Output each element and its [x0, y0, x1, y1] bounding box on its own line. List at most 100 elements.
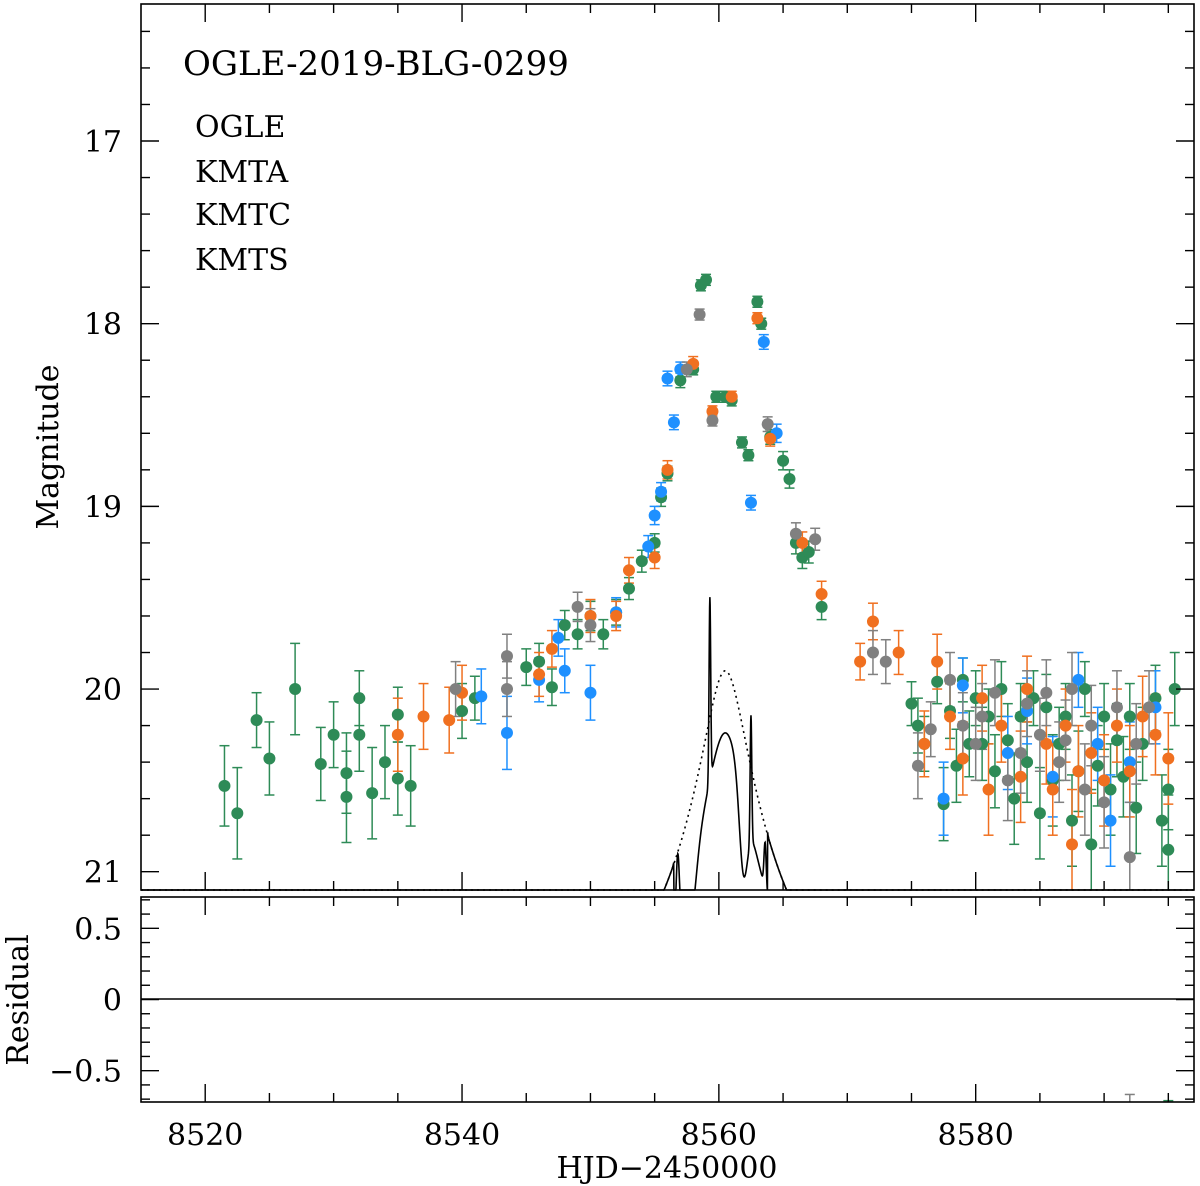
- kmts-point: [976, 710, 989, 723]
- legend-ogle: OGLE: [195, 110, 285, 145]
- kmtc-point: [545, 642, 558, 655]
- kmtc-point: [796, 536, 809, 549]
- kmtc-point: [944, 710, 957, 723]
- light-curve-points: [218, 273, 1181, 864]
- kmtc-point: [1066, 838, 1079, 851]
- kmts-point: [911, 759, 924, 772]
- ogle-point: [597, 628, 610, 641]
- kmtc-point: [982, 783, 995, 796]
- kmts-point: [1078, 783, 1091, 796]
- ogle-point: [231, 807, 244, 820]
- ogle-point: [1059, 710, 1072, 723]
- kmta-point: [661, 372, 674, 385]
- kmta-point: [1001, 746, 1014, 759]
- ogle-point: [931, 675, 944, 688]
- kmts-point: [693, 308, 706, 321]
- ogle-point: [218, 779, 231, 792]
- ogle-point: [353, 692, 366, 705]
- ogle-point: [1033, 807, 1046, 820]
- x-tick-label: 8520: [167, 1118, 243, 1153]
- ogle-point: [1021, 756, 1034, 769]
- ogle-point: [327, 728, 340, 741]
- kmts-point: [571, 600, 584, 613]
- kmta-point: [937, 792, 950, 805]
- kmta-point: [584, 686, 597, 699]
- kmts-point: [1085, 719, 1098, 732]
- light-curve-y-tick-labels: 17 18 19 20 21: [84, 125, 122, 891]
- kmta-point: [1072, 673, 1085, 686]
- ogle-point: [1008, 792, 1021, 805]
- kmtc-point: [1162, 752, 1175, 765]
- kmtc-point: [533, 668, 546, 681]
- kmtc-point: [1059, 719, 1072, 732]
- kmtc-point: [1085, 746, 1098, 759]
- ogle-point: [340, 790, 353, 803]
- x-tick-label: 8560: [681, 1118, 757, 1153]
- legend-kmtc: KMTC: [195, 198, 291, 233]
- ogle-point: [1155, 814, 1168, 827]
- ogle-point: [1078, 683, 1091, 696]
- ogle-point: [1162, 783, 1175, 796]
- kmtc-point: [1040, 737, 1053, 750]
- kmtc-point: [931, 655, 944, 668]
- ogle-point: [456, 704, 469, 717]
- kmtc-point: [751, 312, 764, 325]
- ogle-point: [1168, 683, 1181, 696]
- kmta-point: [1046, 770, 1059, 783]
- ogle-point: [635, 555, 648, 568]
- kmtc-point: [622, 564, 635, 577]
- kmtc-point: [854, 655, 867, 668]
- kmtc-point: [1046, 783, 1059, 796]
- kmtc-point: [391, 728, 404, 741]
- kmts-point: [1040, 686, 1053, 699]
- ogle-point: [1098, 710, 1111, 723]
- residual-tick-label: −0.5: [49, 1055, 122, 1090]
- ogle-point: [815, 600, 828, 613]
- ogle-point: [802, 546, 815, 559]
- x-axis-label: HJD−2450000: [557, 1151, 778, 1186]
- kmtc-point: [1136, 710, 1149, 723]
- ogle-point: [710, 390, 723, 403]
- ogle-point: [545, 681, 558, 694]
- kmtc-point: [956, 752, 969, 765]
- kmts-point: [706, 414, 719, 427]
- ogle-point: [1104, 783, 1117, 796]
- ogle-point: [391, 772, 404, 785]
- kmta-point: [558, 664, 571, 677]
- kmta-point: [500, 726, 513, 739]
- kmtc-point: [1021, 683, 1034, 696]
- ogle-point: [289, 683, 302, 696]
- kmtc-point: [866, 615, 879, 628]
- kmtc-point: [1123, 765, 1136, 778]
- ogle-point: [391, 708, 404, 721]
- ogle-point: [777, 454, 790, 467]
- kmts-point: [761, 418, 774, 431]
- kmta-point: [642, 540, 655, 553]
- x-tick-label: 8540: [424, 1118, 500, 1153]
- kmtc-point: [725, 390, 738, 403]
- ogle-point: [1085, 838, 1098, 851]
- ogle-point: [1110, 734, 1123, 747]
- light-curve-ticks: [141, 4, 1194, 890]
- ogle-point: [404, 779, 417, 792]
- kmtc-point: [1098, 774, 1111, 787]
- kmts-point: [809, 533, 822, 546]
- kmtc-point: [1149, 728, 1162, 741]
- y-axis-label-magnitude: Magnitude: [31, 364, 66, 529]
- kmta-point: [655, 485, 668, 498]
- kmts-point: [500, 650, 513, 663]
- ogle-point: [1149, 692, 1162, 705]
- legend-kmta: KMTA: [195, 155, 288, 190]
- kmts-point: [944, 673, 957, 686]
- kmts-point: [1059, 734, 1072, 747]
- y-tick-label: 20: [84, 673, 122, 708]
- ogle-point: [783, 472, 796, 485]
- ogle-point: [378, 756, 391, 769]
- ogle-point: [700, 273, 713, 286]
- kmtc-point: [1072, 765, 1085, 778]
- kmtc-point: [764, 432, 777, 445]
- kmtc-point: [995, 719, 1008, 732]
- kmts-point: [956, 719, 969, 732]
